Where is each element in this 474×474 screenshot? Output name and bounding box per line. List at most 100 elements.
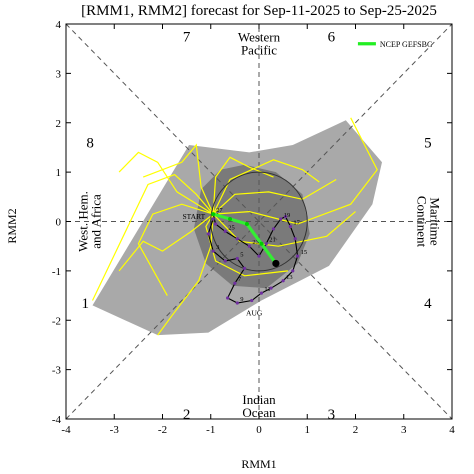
observed-day-marker-3 [211,249,215,253]
observed-day-marker-4 [223,259,227,263]
observed-day-marker-1 [211,217,215,221]
ensemble-mean-point-3 [244,221,249,226]
region-label-line: Continent [414,196,429,248]
phase-number-1: 1 [82,296,90,312]
y-tick-label: -3 [52,365,62,377]
y-tick-label: -2 [52,315,61,327]
ensemble-mean-point-2 [228,217,233,222]
observed-day-marker-16 [293,237,297,241]
y-tick-label: -1 [52,266,61,278]
phase-divider-diagonal-2 [65,23,453,420]
phase-number-8: 8 [86,136,94,152]
observed-day-marker-12 [269,286,273,290]
phase-number-7: 7 [183,29,191,45]
region-label-3: West. Hem.and Africa [76,191,104,252]
ensemble-member-8 [137,203,214,296]
observed-day-marker-15 [296,254,300,258]
observed-day-label: 11 [264,286,270,293]
observed-day-label: 3 [216,244,219,251]
observed-day-marker-20 [271,227,276,231]
y-tick-label: 0 [56,217,62,229]
ensemble-member-11 [205,213,288,277]
y-axis-label: RMM2 [5,208,19,243]
observed-day-marker-9 [235,301,239,305]
x-tick-label: 4 [449,424,455,436]
x-tick-label: 3 [401,424,407,436]
ensemble-member-4 [212,159,320,215]
observed-day-label: 25 [228,224,235,231]
observed-day-label: 23 [252,239,259,246]
phase-divider-diagonal-1 [65,23,453,420]
phase-number-4: 4 [424,296,432,312]
observed-day-marker-23 [247,244,251,248]
observed-day-marker-26 [213,222,218,226]
region-label-line: Ocean [242,405,276,420]
observed-day-marker-14 [291,269,295,273]
observed-day-label: 9 [240,296,243,303]
phase-number-5: 5 [424,136,432,152]
region-label-line: Maritime [427,197,442,246]
x-tick-label: 0 [256,424,262,436]
observed-day-marker-8 [226,296,230,300]
observed-day-marker-11 [259,291,264,295]
ensemble-mean-point-4 [259,241,264,246]
x-tick-label: -1 [206,424,215,436]
region-label-2: Indian Ocean [242,392,276,420]
observed-day-marker-5 [235,256,239,261]
phase-number-2: 2 [183,407,191,423]
x-tick-label: 1 [305,424,311,436]
ensemble-member-5 [213,117,378,225]
observed-day-marker-17 [288,224,292,229]
x-tick-label: -4 [61,424,71,436]
observed-day-label: 13 [286,274,293,281]
observed-day-label: 27 [216,207,223,214]
forecast-end-point [272,259,280,268]
observed-day-marker-19 [279,217,283,221]
legend-label: NCEP GEFSBC [380,40,432,49]
observed-day-label: 19 [284,212,291,219]
ensemble-member-3 [157,214,214,336]
x-tick-label: -2 [158,424,167,436]
observed-day-label: 21 [269,237,276,244]
region-label-line: West. Hem. [76,191,91,252]
observed-day-marker-25 [223,229,227,233]
region-label-line: Pacific [241,42,277,57]
ensemble-member-9 [212,178,337,215]
chart-title: [RMM1, RMM2] forecast for Sep-11-2025 to… [81,3,437,19]
month-label-start: START [183,212,206,221]
observed-day-marker-21 [264,242,268,246]
phase-number-3: 3 [328,407,336,423]
ensemble-member-2 [142,143,214,215]
observed-day-marker-2 [206,232,210,236]
unit-circle [210,171,308,272]
observed-day-label: 7 [238,276,242,283]
observed-day-label: 15 [301,249,308,256]
x-tick-label: -3 [110,424,120,436]
observed-day-marker-22 [257,254,261,258]
month-label-aug: AUG [246,308,263,317]
observed-day-marker-18 [283,214,288,219]
observed-day-marker-7 [233,281,237,285]
observed-day-marker-24 [235,237,239,241]
observed-day-marker-6 [242,266,247,271]
observed-day-label: 5 [240,252,243,259]
ensemble-member-7 [118,213,214,272]
region-label-1: Western Pacific [238,29,281,57]
region-label-line: Indian [242,392,276,407]
region-label-4: MaritimeContinent [414,196,442,248]
observed-day-label: 17 [293,219,300,226]
y-tick-label: -4 [52,414,62,426]
y-tick-label: 2 [56,118,62,130]
observed-day-marker-10 [250,298,254,303]
x-tick-label: 2 [353,424,359,436]
ensemble-mean-point-1 [211,212,216,217]
y-tick-label: 4 [56,19,62,31]
ensemble-member-12 [118,151,214,215]
ensemble-member-6 [212,211,356,247]
region-label-line: and Africa [89,194,104,249]
region-label-line: Western [238,29,281,44]
ensemble-member-1 [91,173,214,301]
y-tick-label: 3 [56,68,62,80]
